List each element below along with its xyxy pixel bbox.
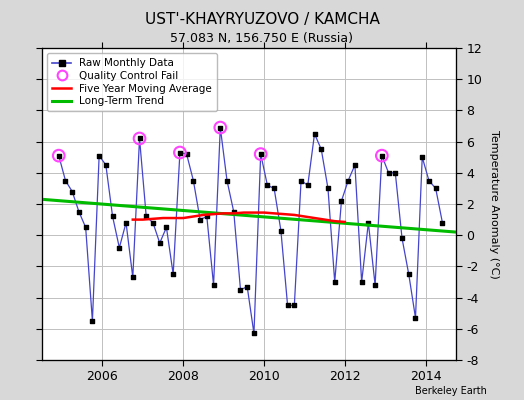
Point xyxy=(216,124,224,131)
Point xyxy=(250,330,258,337)
Point xyxy=(257,151,265,157)
Point xyxy=(411,315,420,321)
Text: 57.083 N, 156.750 E (Russia): 57.083 N, 156.750 E (Russia) xyxy=(170,32,354,45)
Point xyxy=(303,182,312,188)
Point xyxy=(169,271,177,278)
Point xyxy=(216,124,224,131)
Point xyxy=(176,149,184,156)
Point xyxy=(398,235,406,242)
Point xyxy=(156,240,164,246)
Point xyxy=(182,151,191,157)
Point xyxy=(135,135,144,142)
Point xyxy=(115,244,124,251)
Point xyxy=(317,146,325,152)
Point xyxy=(128,274,137,280)
Point xyxy=(283,302,292,309)
Text: Berkeley Earth: Berkeley Earth xyxy=(416,386,487,396)
Point xyxy=(243,284,252,290)
Point xyxy=(331,279,339,285)
Point xyxy=(236,286,245,293)
Point xyxy=(102,162,110,168)
Point xyxy=(203,213,211,220)
Point xyxy=(122,220,130,226)
Point xyxy=(54,152,63,159)
Point xyxy=(431,185,440,192)
Point xyxy=(142,213,150,220)
Point xyxy=(357,279,366,285)
Point xyxy=(257,151,265,157)
Legend: Raw Monthly Data, Quality Control Fail, Five Year Moving Average, Long-Term Tren: Raw Monthly Data, Quality Control Fail, … xyxy=(47,53,217,112)
Point xyxy=(391,170,399,176)
Point xyxy=(310,130,319,137)
Point xyxy=(223,177,231,184)
Point xyxy=(371,282,379,288)
Point xyxy=(344,177,352,184)
Point xyxy=(88,318,96,324)
Y-axis label: Temperature Anomaly (°C): Temperature Anomaly (°C) xyxy=(489,130,499,278)
Point xyxy=(378,152,386,159)
Point xyxy=(68,188,77,195)
Point xyxy=(162,224,171,230)
Point xyxy=(189,177,198,184)
Point xyxy=(149,220,157,226)
Point xyxy=(95,152,103,159)
Point xyxy=(135,135,144,142)
Point xyxy=(290,302,299,309)
Point xyxy=(385,170,393,176)
Point xyxy=(277,227,285,234)
Point xyxy=(425,177,433,184)
Point xyxy=(263,182,271,188)
Point xyxy=(297,177,305,184)
Point xyxy=(270,185,278,192)
Point xyxy=(196,216,204,223)
Point xyxy=(176,149,184,156)
Point xyxy=(54,152,63,159)
Point xyxy=(108,213,117,220)
Point xyxy=(81,224,90,230)
Point xyxy=(230,209,238,215)
Point xyxy=(75,209,83,215)
Point xyxy=(61,177,70,184)
Point xyxy=(418,154,427,160)
Point xyxy=(351,162,359,168)
Point xyxy=(405,271,413,278)
Point xyxy=(210,282,218,288)
Point xyxy=(378,152,386,159)
Point xyxy=(438,220,446,226)
Point xyxy=(364,220,373,226)
Text: UST'-KHAYRYUZOVO / KAMCHA: UST'-KHAYRYUZOVO / KAMCHA xyxy=(145,12,379,27)
Point xyxy=(337,198,346,204)
Point xyxy=(324,185,332,192)
